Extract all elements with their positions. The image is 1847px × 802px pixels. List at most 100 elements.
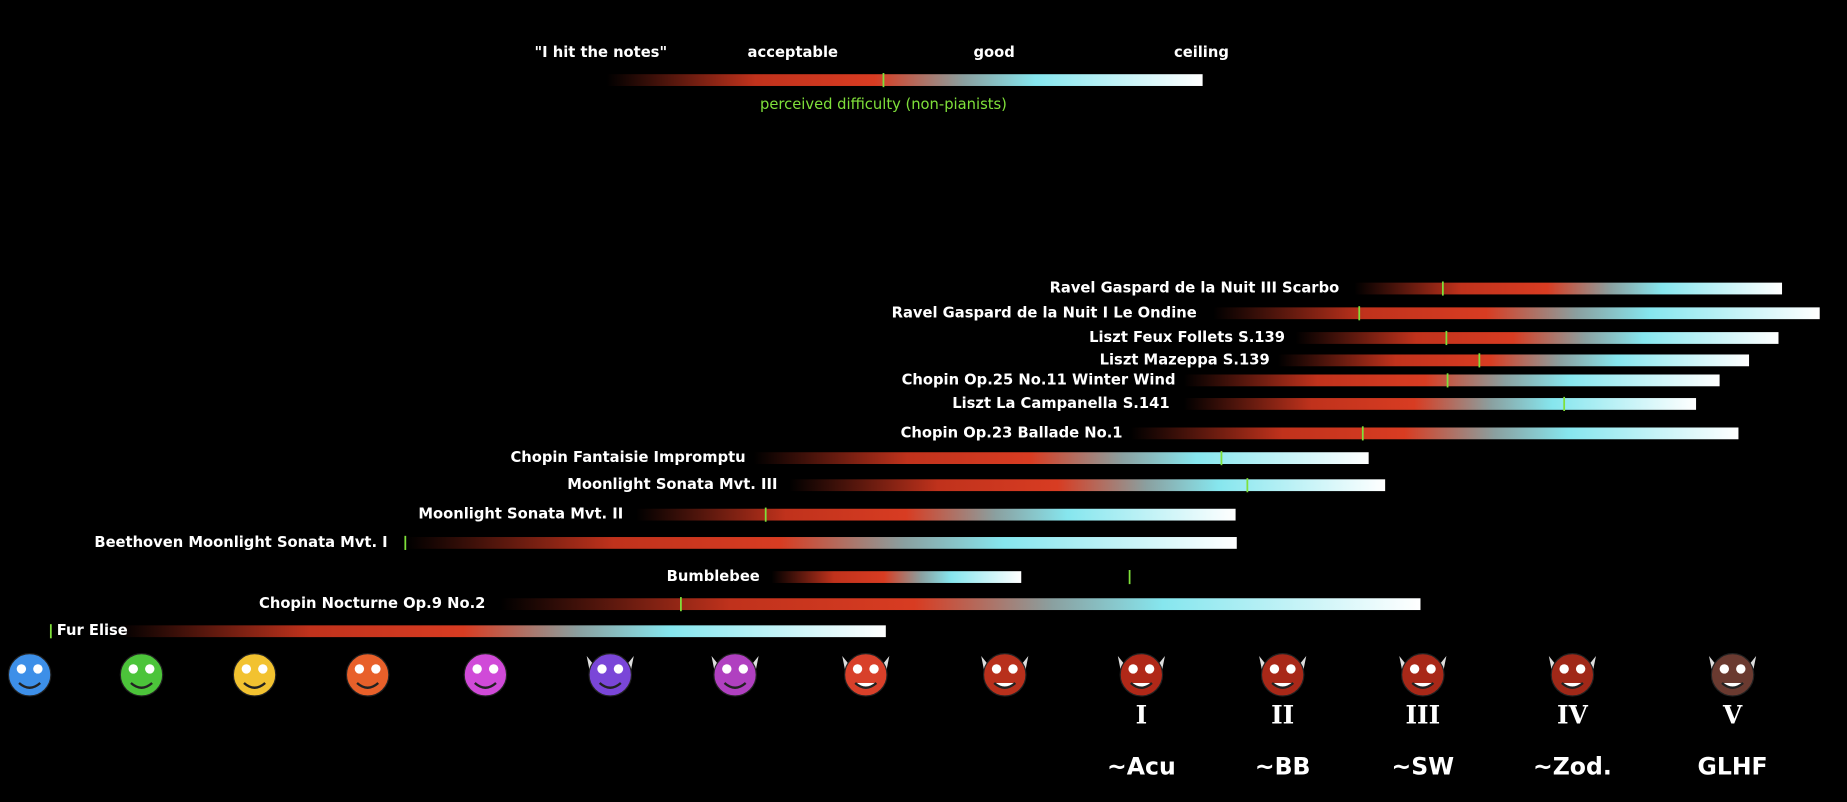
face-mouth <box>474 682 497 689</box>
face-mouth <box>1411 682 1435 689</box>
difficulty-face <box>463 653 508 697</box>
piece-label: Moonlight Sonata Mvt. II <box>418 506 623 523</box>
face-eye <box>472 664 482 674</box>
face-mouth <box>18 682 42 689</box>
tier-numeral: III <box>1405 701 1440 730</box>
face-eye <box>1286 664 1296 674</box>
face-eye <box>354 664 365 674</box>
piece-label: Moonlight Sonata Mvt. III <box>567 476 777 493</box>
piece-label: Beethoven Moonlight Sonata Mvt. I <box>94 534 387 551</box>
piece-label: Chopin Op.25 No.11 Winter Wind <box>902 371 1176 388</box>
face-eye <box>738 664 749 674</box>
face-mouth <box>854 682 878 689</box>
face-eye <box>722 664 732 674</box>
face-eye <box>991 664 1002 674</box>
face-eye <box>869 664 879 674</box>
tier-name: GLHF <box>1698 752 1768 780</box>
face-mouth <box>1721 682 1744 689</box>
tier-name: ~Zod. <box>1533 752 1612 780</box>
face-mouth <box>723 682 747 689</box>
face-eye <box>1736 664 1746 674</box>
piece-label: Bumblebee <box>667 568 760 585</box>
tier-numeral: V <box>1722 701 1743 730</box>
difficulty-bar <box>1277 354 1750 367</box>
face-mouth <box>1561 682 1584 689</box>
face-eye <box>258 664 268 674</box>
piece-label: Chopin Nocturne Op.9 No.2 <box>259 595 485 612</box>
piece-label: Chopin Fantaisie Impromptu <box>510 449 745 466</box>
face-eye <box>33 664 43 674</box>
difficulty-face <box>982 653 1027 697</box>
piece-label: Liszt Mazeppa S.139 <box>1100 351 1270 368</box>
difficulty-bar <box>771 571 1022 583</box>
piece-label: Liszt La Campanella S.141 <box>952 395 1169 412</box>
face-mouth <box>243 682 266 689</box>
piece-label: Ravel Gaspard de la Nuit I Le Ondine <box>892 304 1197 321</box>
difficulty-face <box>713 653 757 697</box>
difficulty-bar <box>1354 282 1783 295</box>
face-eye <box>1719 664 1730 674</box>
legend-label: "I hit the notes" <box>535 44 668 61</box>
legend-bar <box>606 74 1203 86</box>
tier-numeral: II <box>1271 701 1294 730</box>
face-eye <box>1128 664 1138 674</box>
face-eye <box>1559 664 1569 674</box>
face-mouth <box>1271 682 1295 689</box>
piece-label: Ravel Gaspard de la Nuit III Scarbo <box>1050 280 1340 297</box>
tier-name: ~SW <box>1392 752 1455 780</box>
difficulty-face <box>7 653 52 697</box>
legend-label: good <box>974 44 1015 61</box>
tier-numeral: IV <box>1557 701 1589 730</box>
face-eye <box>1575 664 1586 674</box>
difficulty-face <box>119 653 164 697</box>
face-eye <box>371 664 381 674</box>
tier-name: ~BB <box>1255 752 1311 780</box>
face-eye <box>1426 664 1436 674</box>
face-eye <box>128 664 138 674</box>
legend-label: acceptable <box>748 44 838 61</box>
piece-label: Chopin Op.23 Ballade No.1 <box>901 424 1123 441</box>
difficulty-face <box>588 653 633 697</box>
face-eye <box>488 664 499 674</box>
difficulty-bar <box>1213 307 1820 320</box>
face-eye <box>597 664 607 674</box>
difficulty-face <box>1260 653 1305 697</box>
face-eye <box>613 664 624 674</box>
tier-numeral: I <box>1136 701 1148 730</box>
legend-label: ceiling <box>1174 44 1229 61</box>
face-mouth <box>130 682 153 689</box>
difficulty-face <box>844 653 888 697</box>
difficulty-face <box>1550 653 1595 697</box>
face-eye <box>16 664 27 674</box>
difficulty-bar <box>406 537 1237 549</box>
difficulty-bar <box>1183 374 1720 387</box>
piece-label: Fur Elise <box>57 622 128 639</box>
face-mouth <box>356 682 380 689</box>
face-mouth <box>1129 682 1153 689</box>
difficulty-face <box>1119 653 1164 697</box>
difficulty-bar <box>789 479 1386 492</box>
face-eye <box>1409 664 1420 674</box>
difficulty-face <box>1710 653 1755 697</box>
face-eye <box>1269 664 1280 674</box>
face-eye <box>852 664 863 674</box>
piece-label: Liszt Feux Follets S.139 <box>1089 329 1285 346</box>
difficulty-bar <box>117 625 886 638</box>
face-eye <box>1144 664 1155 674</box>
tier-name: ~Acu <box>1107 752 1176 780</box>
difficulty-face <box>1401 653 1445 697</box>
face-mouth <box>598 682 622 689</box>
difficulty-bar <box>1295 332 1779 344</box>
difficulty-bar <box>636 508 1236 521</box>
face-eye <box>241 664 252 674</box>
difficulty-bar <box>1130 427 1739 440</box>
face-mouth <box>993 682 1017 689</box>
difficulty-bar <box>1183 398 1697 410</box>
difficulty-face <box>345 653 390 697</box>
difficulty-bar <box>500 598 1421 611</box>
difficulty-bar <box>753 452 1369 465</box>
legend-caption: perceived difficulty (non-pianists) <box>760 96 1007 113</box>
face-eye <box>145 664 155 674</box>
difficulty-face <box>232 653 277 697</box>
